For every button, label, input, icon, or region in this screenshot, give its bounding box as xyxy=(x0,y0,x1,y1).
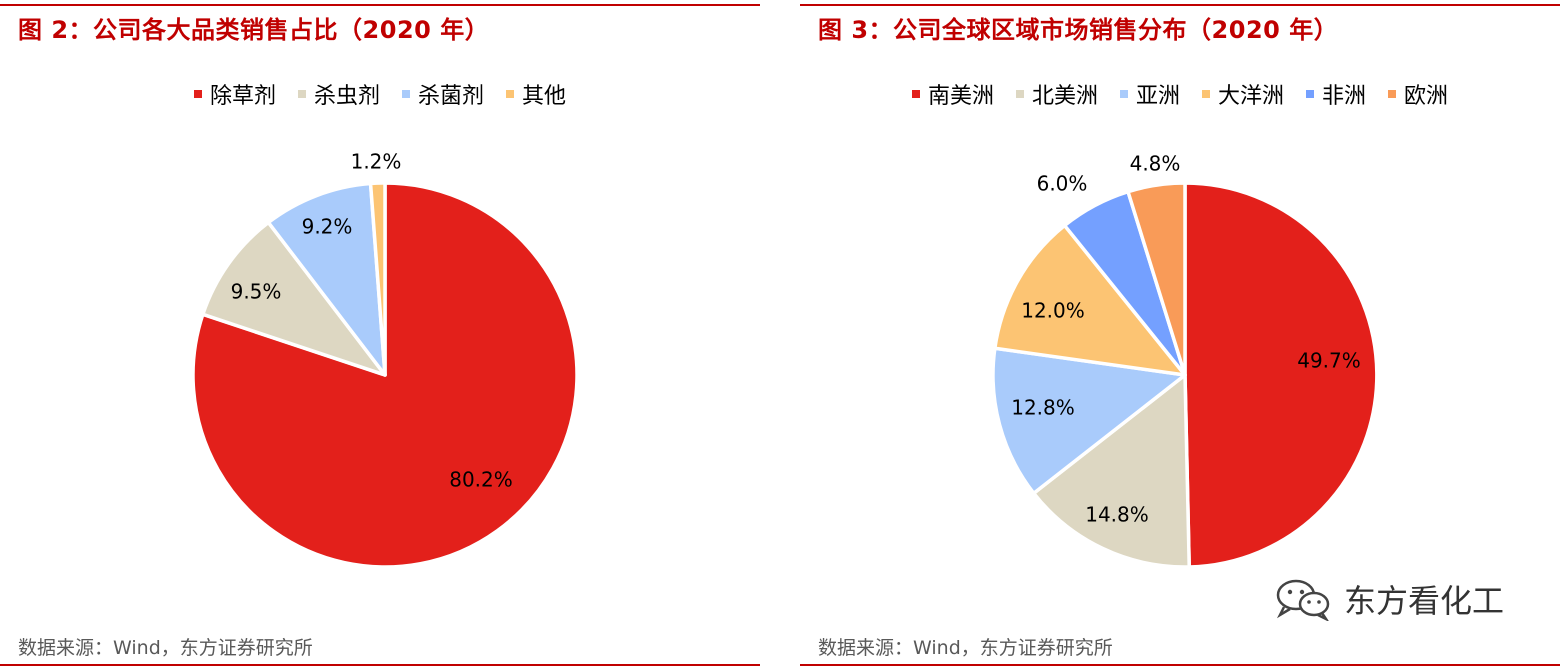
legend-swatch xyxy=(193,90,202,98)
slice-data-label: 12.0% xyxy=(1021,299,1085,323)
legend-label: 南美洲 xyxy=(927,84,994,109)
pie-slice xyxy=(1032,373,1191,569)
legend-swatch xyxy=(506,90,515,98)
slice-data-label: 1.2% xyxy=(351,150,402,174)
watermark-text: 东方看化工 xyxy=(1343,582,1504,620)
data-source: 数据来源：Wind，东方证券研究所 xyxy=(18,637,313,659)
legend-item: 南美洲 xyxy=(911,78,994,110)
pie-slice xyxy=(266,181,387,377)
pie-slice xyxy=(201,220,387,377)
chart-legend: 除草剂 杀虫剂 杀菌剂 其他 xyxy=(0,78,760,110)
legend-label: 亚洲 xyxy=(1135,84,1180,109)
top-rule xyxy=(800,4,1560,6)
bottom-rule xyxy=(800,664,1560,666)
pie-slice xyxy=(993,223,1187,377)
slice-data-label: 80.2% xyxy=(449,468,513,492)
legend-label: 大洋洲 xyxy=(1218,84,1285,109)
legend-swatch xyxy=(1119,90,1128,98)
slice-data-label: 9.2% xyxy=(302,215,353,239)
figure-title: 图 3：公司全球区域市场销售分布（2020 年） xyxy=(818,16,1339,44)
figure-3-panel: 图 3：公司全球区域市场销售分布（2020 年） 南美洲 北美洲 亚洲 大洋洲 非洲 欧洲… xyxy=(800,0,1560,672)
pie-slice xyxy=(1126,181,1187,377)
chart-legend: 南美洲 北美洲 亚洲 大洋洲 非洲 欧洲 xyxy=(800,78,1560,110)
legend-label: 杀菌剂 xyxy=(418,84,485,109)
slice-data-label: 9.5% xyxy=(231,280,282,304)
legend-label: 杀虫剂 xyxy=(313,84,380,109)
wechat-icon xyxy=(1276,579,1330,621)
legend-item: 北美洲 xyxy=(1015,78,1098,110)
slice-data-label: 6.0% xyxy=(1037,172,1088,196)
slice-data-label: 12.8% xyxy=(1011,396,1075,420)
legend-label: 欧洲 xyxy=(1404,84,1449,109)
legend-item: 大洋洲 xyxy=(1202,78,1284,110)
legend-label: 非洲 xyxy=(1322,84,1367,109)
slice-data-label: 14.8% xyxy=(1085,503,1149,527)
legend-item: 除草剂 xyxy=(193,78,276,110)
pie-chart: 49.7% 14.8% 12.8% 12.0% 6.0% 4.8% xyxy=(991,152,1379,569)
legend-swatch xyxy=(297,90,306,98)
legend-swatch xyxy=(1015,90,1024,98)
legend-item: 欧洲 xyxy=(1388,78,1448,110)
legend-item: 亚洲 xyxy=(1119,78,1180,110)
top-rule xyxy=(0,4,760,6)
bottom-rule xyxy=(0,664,760,666)
legend-label: 除草剂 xyxy=(209,84,276,109)
legend-swatch xyxy=(911,90,920,98)
pie-slice xyxy=(1183,181,1379,569)
legend-label: 其他 xyxy=(522,84,567,109)
legend-swatch xyxy=(1388,90,1397,98)
slice-data-label: 4.8% xyxy=(1130,152,1181,176)
watermark: 东方看化工 xyxy=(1274,576,1504,622)
legend-label: 北美洲 xyxy=(1031,84,1098,109)
pie-slice xyxy=(368,181,387,377)
pie-slice xyxy=(991,346,1187,496)
legend-swatch xyxy=(1306,90,1315,98)
legend-item: 非洲 xyxy=(1306,78,1366,110)
legend-swatch xyxy=(402,90,410,98)
data-source: 数据来源：Wind，东方证券研究所 xyxy=(818,637,1113,659)
figure-title: 图 2：公司各大品类销售占比（2020 年） xyxy=(18,16,490,44)
legend-item: 其他 xyxy=(506,78,566,110)
slice-data-label: 49.7% xyxy=(1297,349,1361,373)
figure-2-panel: 图 2：公司各大品类销售占比（2020 年） 除草剂 杀虫剂 杀菌剂 其他 80.2%… xyxy=(0,0,760,672)
legend-item: 杀菌剂 xyxy=(402,78,484,110)
legend-swatch xyxy=(1202,90,1210,98)
legend-item: 杀虫剂 xyxy=(297,78,380,110)
pie-chart: 80.2% 9.5% 9.2% 1.2% xyxy=(191,150,579,569)
